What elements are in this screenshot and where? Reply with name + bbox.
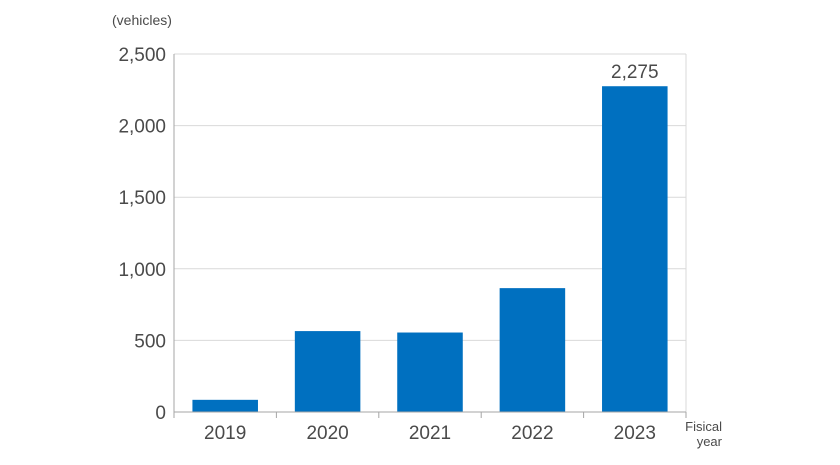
bar (602, 86, 668, 412)
y-tick-label: 1,500 (118, 188, 166, 209)
axes (173, 54, 687, 418)
labels: 0 500 1,000 1,500 2,000 2,500 2019 2020 2021 2022… (118, 45, 658, 444)
bar (397, 332, 463, 412)
x-tick-label: 2022 (511, 423, 553, 444)
bar (294, 331, 361, 412)
y-tick-label: 2,500 (118, 45, 166, 66)
bar (192, 399, 258, 412)
y-tick-label: 1,000 (118, 260, 166, 281)
x-tick-label: 2019 (204, 423, 246, 444)
x-axis-label-line1: Fisical (685, 419, 722, 434)
y-tick-label: 500 (134, 331, 166, 352)
y-unit-label: (vehicles) (112, 12, 172, 28)
y-tick-label: 2,000 (118, 117, 166, 138)
gridlines (174, 53, 687, 412)
y-tick-label: 0 (155, 403, 166, 424)
x-tick-label: 2021 (409, 423, 451, 444)
bars (192, 86, 668, 412)
data-label: 2,275 (611, 62, 659, 83)
x-tick-label: 2020 (306, 423, 348, 444)
x-tick-label: 2023 (614, 423, 656, 444)
bar (499, 288, 566, 412)
x-axis-label-line2: year (697, 434, 723, 449)
